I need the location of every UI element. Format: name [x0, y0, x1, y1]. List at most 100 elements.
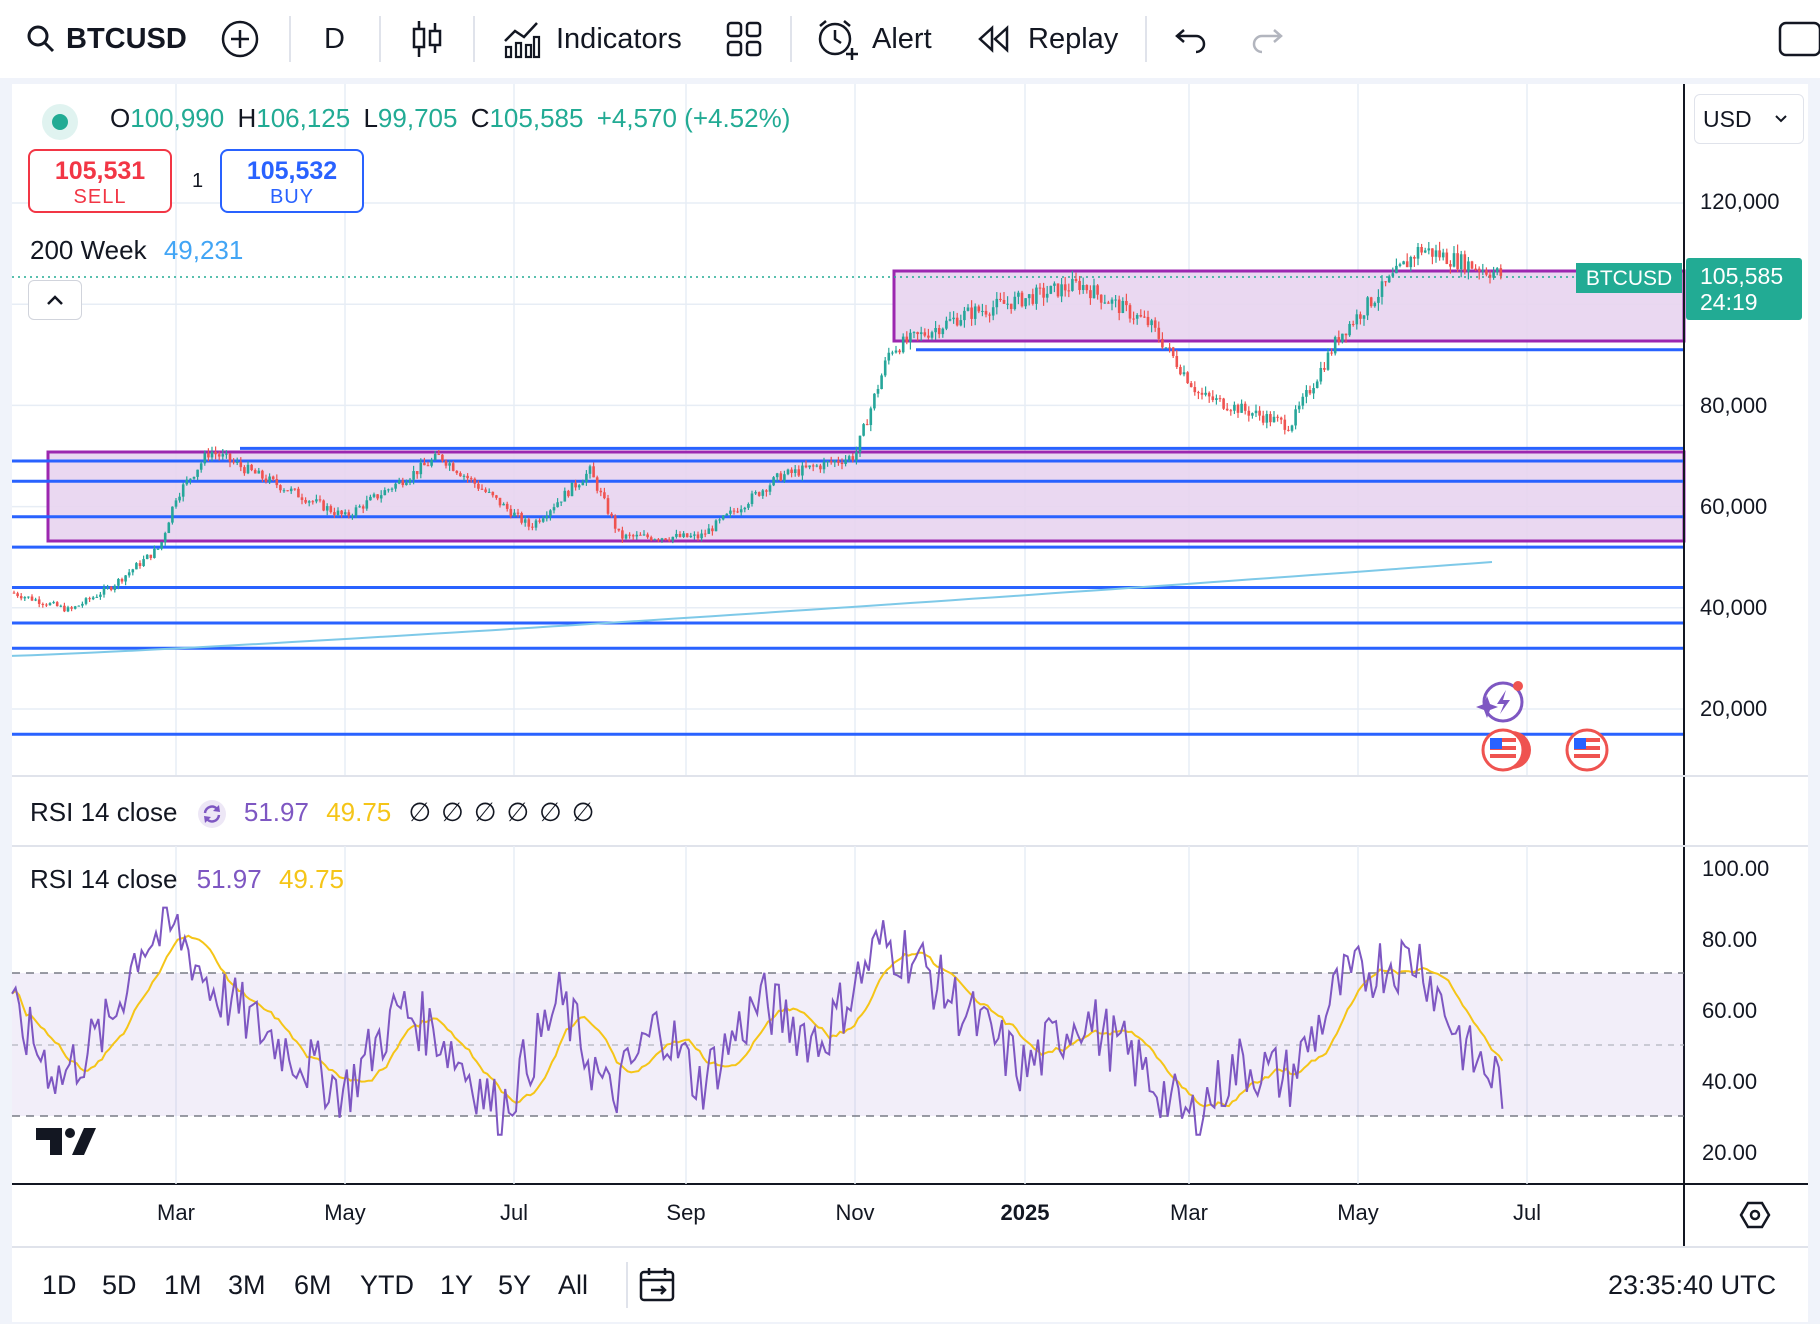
rsi-legend-collapsed[interactable]: RSI 14 close 51.97 49.75 ∅∅∅∅∅∅: [30, 797, 604, 829]
candle-body: [63, 605, 66, 612]
go-to-date-button[interactable]: [638, 1266, 678, 1309]
candle-body: [743, 507, 747, 510]
range-all[interactable]: All: [558, 1270, 589, 1300]
candle-body: [664, 538, 667, 540]
candle-body: [1200, 392, 1204, 395]
candle-body: [354, 507, 358, 516]
range-ytd[interactable]: YTD: [360, 1270, 414, 1300]
range-1m[interactable]: 1M: [164, 1270, 202, 1300]
candle-body: [545, 516, 549, 519]
ai-sparkle-icon[interactable]: [1476, 681, 1524, 723]
collapse-legend-button[interactable]: [28, 280, 82, 320]
chart-type-button[interactable]: [410, 14, 444, 64]
interval-button[interactable]: D: [324, 14, 345, 64]
refresh-icon[interactable]: [197, 799, 227, 829]
range-1d[interactable]: 1D: [42, 1270, 77, 1300]
undo-button[interactable]: [1174, 14, 1208, 64]
candle-body: [369, 496, 372, 501]
market-status-dot[interactable]: [42, 104, 78, 140]
fullscreen-button[interactable]: [1778, 14, 1820, 64]
bottom-toolbar: 1D 5D 1M 3M 6M YTD 1Y 5Y All 23:35:40 UT…: [12, 1246, 1808, 1322]
range-1y[interactable]: 1Y: [440, 1270, 474, 1300]
candle-body: [559, 501, 563, 503]
symbol-search-button[interactable]: BTCUSD: [26, 14, 187, 64]
candle-body: [153, 548, 156, 558]
candle-body: [808, 465, 811, 468]
candle-body: [455, 470, 459, 474]
rsi-legend[interactable]: RSI 14 close 51.97 49.75: [30, 864, 344, 895]
chevron-down-icon: [1774, 115, 1787, 123]
range-6m[interactable]: 6M: [294, 1270, 332, 1300]
candle-body: [761, 490, 765, 496]
candle-body: [235, 461, 239, 463]
candle-body: [786, 469, 790, 475]
settings-gear-icon[interactable]: [1739, 1201, 1771, 1229]
candle-body: [1128, 305, 1132, 319]
buy-button[interactable]: 105,532 BUY: [220, 149, 364, 213]
candle-body: [268, 476, 271, 482]
redo-button[interactable]: [1250, 14, 1284, 64]
currency-select[interactable]: USD: [1694, 94, 1804, 144]
replay-button[interactable]: Replay: [976, 14, 1118, 64]
candle-body: [1063, 284, 1067, 291]
candle-body: [721, 515, 725, 520]
range-3m[interactable]: 3M: [228, 1270, 266, 1300]
candle-body: [73, 606, 77, 609]
rsi-line: [11, 906, 1504, 1136]
candle-body: [203, 453, 207, 464]
candle-body: [145, 554, 149, 560]
candle-body: [700, 533, 703, 539]
candle-body: [635, 534, 639, 537]
rsi-ma-value: 49.75: [326, 797, 392, 827]
candle-body: [469, 478, 473, 480]
candle-body: [142, 559, 145, 567]
candle-body: [1240, 403, 1243, 413]
candle-body: [790, 469, 793, 474]
time-tick: Nov: [835, 1200, 875, 1225]
candle-body: [1312, 387, 1315, 394]
sell-button[interactable]: 105,531 SELL: [28, 149, 172, 213]
price-tick: 40,000: [1700, 595, 1768, 620]
candle-body: [757, 492, 761, 496]
window-icon: [1778, 21, 1820, 57]
alert-button[interactable]: Alert: [816, 14, 932, 64]
candle-body: [840, 462, 844, 465]
compare-symbol-button[interactable]: [220, 14, 260, 64]
candle-body: [502, 503, 505, 506]
candle-body: [1089, 290, 1092, 299]
candle-body: [185, 479, 189, 485]
candle-body: [714, 520, 718, 532]
buy-price: 105,532: [246, 157, 338, 185]
candle-body: [927, 335, 930, 338]
ma-legend[interactable]: 200 Week 49,231: [30, 235, 243, 266]
candle-body: [549, 510, 552, 517]
empty-value: ∅: [441, 797, 474, 827]
candles-icon: [412, 21, 442, 57]
candle-body: [660, 538, 664, 540]
range-5d[interactable]: 5D: [102, 1270, 137, 1300]
candle-body: [959, 320, 963, 326]
currency-value: USD: [1703, 105, 1752, 132]
candle-body: [736, 511, 739, 513]
candle-body: [307, 501, 311, 503]
candle-body: [541, 518, 545, 522]
us-flag-event-icon[interactable]: [1481, 728, 1531, 772]
candle-body: [444, 460, 448, 466]
candle-body: [1391, 273, 1395, 277]
us-flag-event-icon[interactable]: [1565, 728, 1609, 772]
candle-body: [628, 534, 631, 536]
utc-clock[interactable]: 23:35:40 UTC: [1608, 1270, 1777, 1300]
candle-body: [822, 462, 826, 470]
candle-body: [1348, 323, 1351, 336]
candle-body: [372, 494, 376, 497]
candle-body: [678, 533, 682, 537]
layouts-button[interactable]: [726, 14, 762, 64]
candle-body: [1265, 414, 1269, 423]
candle-body: [1139, 314, 1143, 317]
candle-body: [1017, 292, 1020, 297]
indicators-button[interactable]: Indicators: [502, 14, 682, 64]
candle-body: [898, 350, 901, 353]
range-5y[interactable]: 5Y: [498, 1270, 532, 1300]
candle-body: [81, 603, 84, 606]
